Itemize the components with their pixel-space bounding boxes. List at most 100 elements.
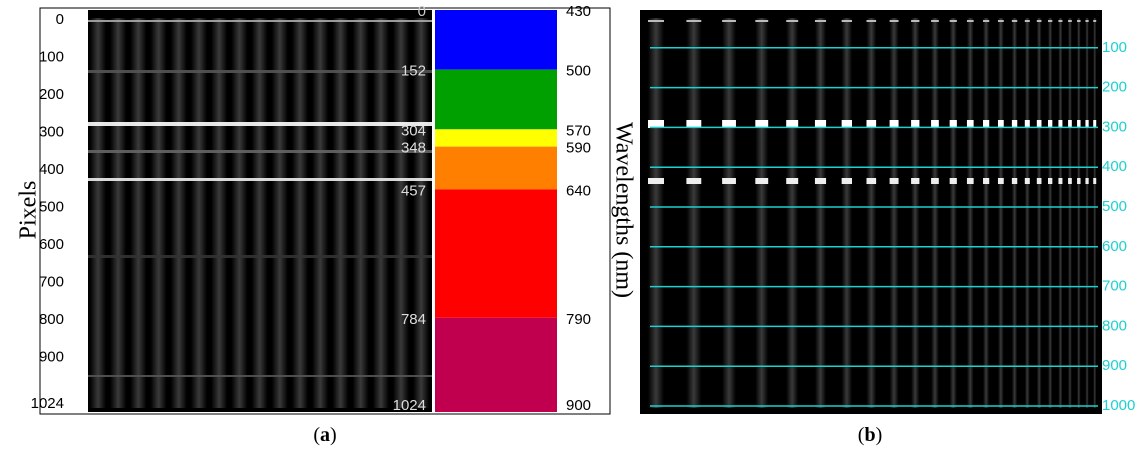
stripe: [271, 18, 288, 408]
stripe: [90, 18, 106, 408]
stripe: [1058, 18, 1063, 408]
wavelength-label: 640: [566, 182, 591, 199]
y-tick-label: 1024: [31, 395, 64, 412]
stripe: [1077, 18, 1081, 408]
stripe: [814, 18, 827, 408]
spot: [1036, 178, 1042, 184]
spot: [1048, 120, 1053, 128]
spot: [755, 20, 769, 22]
stripe: [1024, 18, 1030, 408]
spot: [1085, 20, 1089, 22]
wavelength-label: 500: [566, 63, 591, 80]
pixel-label: 348: [401, 140, 426, 157]
spot: [966, 178, 974, 184]
wavelength-label: 790: [566, 311, 591, 328]
stripe: [686, 18, 702, 408]
spot: [1036, 120, 1042, 128]
spot: [866, 178, 877, 184]
y-axis-label: Pixels: [16, 181, 42, 240]
spot: [1058, 20, 1063, 22]
spectral-line: [88, 255, 432, 258]
y-tick-label: 900: [39, 348, 64, 365]
stripe: [1011, 18, 1018, 408]
pixel-label: 784: [401, 311, 426, 328]
y-tick-label: 0: [56, 11, 64, 28]
stripe: [372, 18, 389, 408]
spectral-line: [88, 375, 432, 377]
color-band: [435, 146, 557, 190]
spot: [1048, 20, 1053, 22]
line-label: 900: [1102, 357, 1127, 374]
stripe: [211, 18, 228, 408]
spot: [1058, 120, 1063, 128]
stripe: [1085, 18, 1089, 408]
color-band: [435, 189, 557, 318]
y-tick-label: 300: [39, 123, 64, 140]
line-label: 800: [1102, 317, 1127, 334]
line-label: 300: [1102, 118, 1127, 135]
y-tick-label: 100: [39, 48, 64, 65]
line-label: 200: [1102, 79, 1127, 96]
spot: [686, 120, 702, 128]
spot: [1036, 20, 1042, 22]
spot: [966, 120, 974, 128]
stripe: [312, 18, 329, 408]
spot: [997, 178, 1004, 184]
spot: [722, 20, 736, 22]
spot: [814, 20, 827, 22]
spectral-line: [88, 178, 432, 181]
spot: [983, 20, 990, 22]
color-band: [435, 317, 557, 412]
wavelength-label: 590: [566, 140, 591, 157]
line-label: 1000: [1102, 397, 1135, 414]
spot: [686, 20, 702, 22]
spot: [648, 120, 664, 128]
spot: [997, 120, 1004, 128]
line-label: 100: [1102, 39, 1127, 56]
stripe: [648, 18, 664, 408]
stripe: [911, 18, 920, 408]
spot: [1048, 178, 1053, 184]
stripe: [1048, 18, 1053, 408]
stripe: [722, 18, 736, 408]
panel-a-stripes: [88, 18, 432, 408]
stripe: [786, 18, 799, 408]
spot: [911, 120, 920, 128]
stripe: [983, 18, 990, 408]
spot: [949, 178, 957, 184]
y-tick-label: 500: [39, 198, 64, 215]
caption-letter: b: [864, 424, 875, 446]
stripe: [1036, 18, 1042, 408]
color-band: [435, 69, 557, 130]
stripe: [931, 18, 939, 408]
spot: [1068, 178, 1072, 184]
y-tick-label: 700: [39, 273, 64, 290]
pixel-label: 152: [401, 63, 426, 80]
spectral-line: [88, 122, 432, 126]
color-band: [435, 129, 557, 147]
spot: [1093, 20, 1097, 22]
spot: [755, 120, 769, 128]
wavelength-label: 430: [566, 3, 591, 20]
spot: [931, 178, 939, 184]
spot: [997, 20, 1004, 22]
spot: [889, 120, 899, 128]
spot: [755, 178, 769, 184]
spectral-line: [88, 20, 432, 22]
spot: [1068, 20, 1072, 22]
line-label: 600: [1102, 238, 1127, 255]
line-label: 500: [1102, 198, 1127, 215]
stripe: [110, 18, 127, 408]
spot: [1024, 20, 1030, 22]
spot: [1011, 120, 1018, 128]
stripe: [1068, 18, 1072, 408]
color-band: [435, 10, 557, 70]
line-label: 400: [1102, 158, 1127, 175]
pixel-label: 0: [418, 3, 426, 20]
spot: [1058, 178, 1063, 184]
stripe: [352, 18, 369, 408]
stripe: [889, 18, 899, 408]
caption-close: ): [330, 424, 337, 446]
caption-open: (: [858, 424, 865, 446]
